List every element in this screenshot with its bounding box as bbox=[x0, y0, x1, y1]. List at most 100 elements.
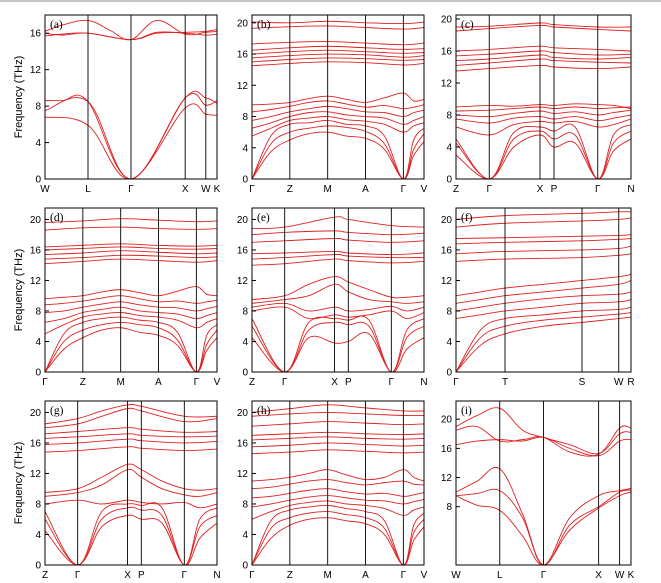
phonon-branch bbox=[252, 488, 424, 499]
phonon-branch bbox=[456, 488, 631, 565]
y-tick-label: 0 bbox=[35, 368, 41, 379]
y-tick-label: 4 bbox=[446, 143, 452, 154]
phonon-branch bbox=[252, 321, 424, 372]
phonon-branch bbox=[252, 500, 424, 520]
x-tick-label: V bbox=[214, 377, 221, 388]
y-tick-label: 0 bbox=[446, 175, 452, 186]
phonon-branch bbox=[252, 254, 424, 260]
phonon-branch bbox=[252, 45, 424, 51]
phonon-branch bbox=[45, 446, 217, 453]
band-group bbox=[252, 20, 424, 179]
phonon-branch bbox=[252, 404, 424, 413]
phonon-branch bbox=[456, 312, 631, 372]
phonon-branch bbox=[252, 431, 424, 436]
phonon-branch bbox=[45, 243, 217, 248]
y-tick-label: 12 bbox=[30, 276, 42, 287]
y-tick-label: 4 bbox=[242, 143, 248, 154]
y-tick-label: 8 bbox=[446, 306, 452, 317]
panel-8: 0 4 8 12 16 20 Γ Z M A Γ V (h) bbox=[237, 400, 428, 581]
phonon-branch bbox=[456, 253, 631, 262]
phonon-branch bbox=[45, 506, 217, 565]
phonon-branch bbox=[456, 22, 631, 28]
phonon-branch bbox=[45, 403, 217, 425]
x-tick-label: Γ bbox=[389, 377, 395, 388]
phonon-branch bbox=[456, 291, 631, 312]
phonon-branch bbox=[45, 514, 217, 565]
phonon-branch bbox=[252, 61, 424, 67]
y-tick-label: 12 bbox=[30, 65, 42, 76]
y-tick-label: 8 bbox=[35, 102, 41, 113]
phonon-branch bbox=[252, 53, 424, 59]
phonon-branch bbox=[45, 246, 217, 251]
axes-frame bbox=[251, 400, 425, 566]
phonon-branch bbox=[45, 286, 217, 300]
x-tick-label: Γ bbox=[401, 184, 407, 195]
y-tick-label: 12 bbox=[237, 469, 249, 480]
y-tick-label: 16 bbox=[30, 29, 42, 40]
axes-frame bbox=[251, 14, 425, 180]
y-tick-label: 8 bbox=[242, 499, 248, 510]
x-tick-label: Γ bbox=[128, 184, 134, 195]
phonon-branch bbox=[45, 258, 217, 265]
phonon-branch bbox=[252, 276, 424, 300]
axes-frame bbox=[455, 400, 632, 566]
phonon-branch bbox=[456, 211, 631, 220]
y-tick-label: 8 bbox=[35, 306, 41, 317]
phonon-branch bbox=[456, 134, 631, 179]
x-tick-label: A bbox=[362, 570, 369, 581]
x-tick-label: R bbox=[627, 377, 634, 388]
phonon-branch bbox=[252, 505, 424, 565]
y-tick-label: 16 bbox=[441, 47, 453, 58]
panel-label: (g) bbox=[50, 405, 64, 417]
phonon-branch bbox=[252, 41, 424, 46]
y-tick-label: 20 bbox=[30, 215, 42, 226]
x-tick-label: Γ bbox=[541, 570, 547, 581]
x-tick-label: Γ bbox=[182, 570, 188, 581]
y-tick-label: 16 bbox=[30, 438, 42, 449]
phonon-branch bbox=[45, 316, 217, 372]
x-tick-label: P bbox=[551, 184, 558, 195]
phonon-branch bbox=[252, 251, 424, 255]
phonon-branch bbox=[45, 433, 217, 439]
phonon-branch bbox=[252, 105, 424, 121]
x-tick-label: K bbox=[628, 570, 635, 581]
panel-6: 0 4 8 12 16 20 Γ T S W R (f) bbox=[441, 207, 635, 388]
x-tick-label: Γ bbox=[486, 184, 492, 195]
y-tick-label: 8 bbox=[446, 111, 452, 122]
y-tick-label: 16 bbox=[441, 245, 453, 256]
x-tick-label: P bbox=[345, 377, 352, 388]
phonon-branch bbox=[45, 295, 217, 306]
axes-frame bbox=[44, 400, 218, 566]
y-tick-label: 20 bbox=[237, 18, 249, 29]
x-tick-label: X bbox=[331, 377, 338, 388]
axes-frame bbox=[455, 207, 632, 373]
x-tick-label: Γ bbox=[282, 377, 288, 388]
phonon-branch bbox=[45, 226, 217, 231]
band-group bbox=[252, 404, 424, 565]
phonon-branch bbox=[45, 438, 217, 445]
x-tick-label: Γ bbox=[194, 377, 200, 388]
x-tick-label: Z bbox=[42, 570, 48, 581]
y-tick-label: 20 bbox=[237, 215, 249, 226]
y-tick-label: 12 bbox=[30, 469, 42, 480]
x-tick-label: Γ bbox=[401, 570, 407, 581]
phonon-branch bbox=[456, 64, 631, 72]
phonon-branch bbox=[252, 283, 424, 304]
x-tick-label: W bbox=[201, 184, 211, 195]
y-tick-label: 12 bbox=[441, 276, 453, 287]
axes-frame bbox=[455, 14, 632, 180]
x-tick-label: N bbox=[627, 184, 634, 195]
x-tick-label: N bbox=[420, 377, 427, 388]
x-tick-label: Γ bbox=[42, 377, 48, 388]
y-tick-label: 4 bbox=[35, 337, 41, 348]
x-tick-label: Z bbox=[80, 377, 86, 388]
y-tick-label: 0 bbox=[446, 368, 452, 379]
y-tick-label: 12 bbox=[237, 276, 249, 287]
x-tick-label: V bbox=[421, 570, 428, 581]
phonon-branch bbox=[252, 230, 424, 236]
panel-label: (c) bbox=[461, 19, 474, 31]
y-tick-label: 8 bbox=[35, 499, 41, 510]
band-group bbox=[456, 22, 631, 179]
x-tick-label: Γ bbox=[453, 377, 459, 388]
